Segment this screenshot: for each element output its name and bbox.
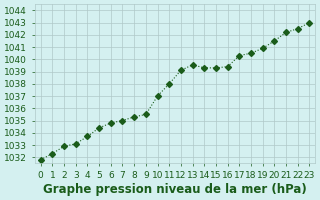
X-axis label: Graphe pression niveau de la mer (hPa): Graphe pression niveau de la mer (hPa) — [43, 183, 307, 196]
